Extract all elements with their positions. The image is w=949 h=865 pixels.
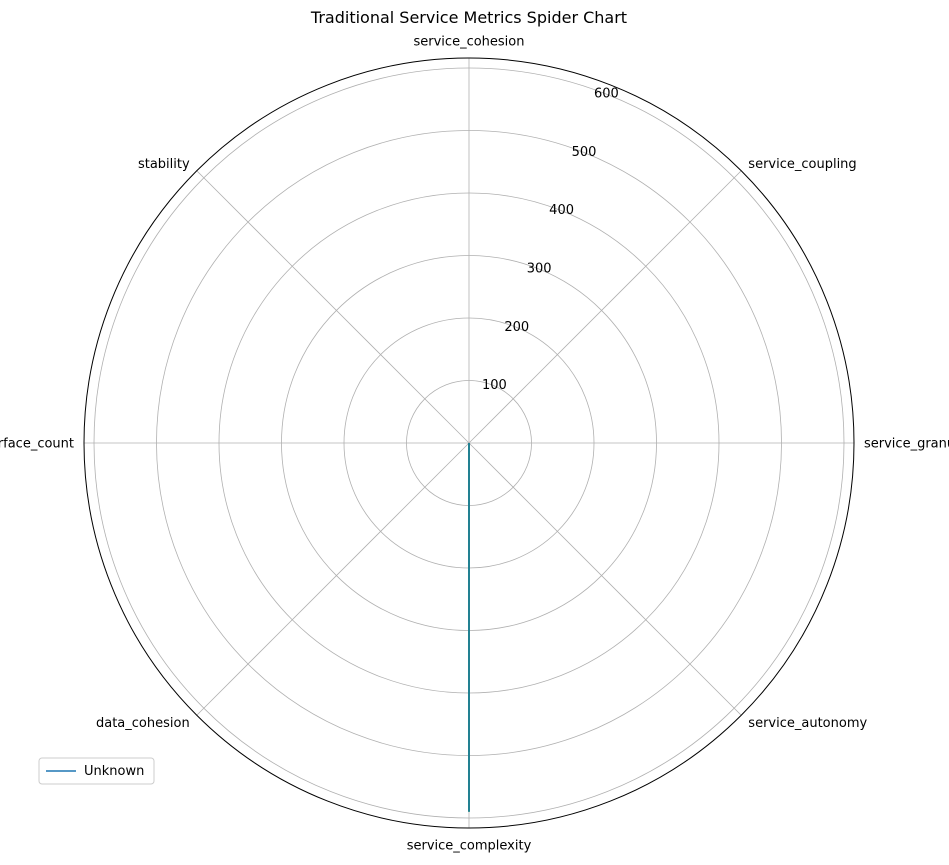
spoke-data_cohesion xyxy=(197,443,469,715)
axis-labels: service_cohesion service_coupling service_… xyxy=(0,34,949,853)
spoke-service_autonomy xyxy=(469,443,741,715)
axis-label-service_granularity: service_granularity xyxy=(864,437,949,452)
axis-label-service_complexity: service_complexity xyxy=(407,839,532,854)
r-tick-label: 600 xyxy=(594,86,619,101)
r-tick-label: 400 xyxy=(549,203,574,218)
axis-label-interface_count: interface_count xyxy=(0,437,74,452)
spoke-stability xyxy=(197,171,469,443)
axis-label-service_cohesion: service_cohesion xyxy=(414,34,525,49)
spoke-service_coupling xyxy=(469,171,741,443)
r-tick-label: 100 xyxy=(482,378,507,393)
chart-title: Traditional Service Metrics Spider Chart xyxy=(310,8,627,27)
legend-label-unknown: Unknown xyxy=(84,764,144,779)
r-tick-label: 500 xyxy=(572,145,597,160)
legend: Unknown xyxy=(39,758,154,784)
axis-label-stability: stability xyxy=(138,157,190,172)
axis-label-data_cohesion: data_cohesion xyxy=(96,716,190,731)
r-tick-label: 200 xyxy=(504,320,529,335)
axis-label-service_autonomy: service_autonomy xyxy=(748,716,867,731)
r-tick-label: 300 xyxy=(527,261,552,276)
axis-label-service_coupling: service_coupling xyxy=(748,157,856,172)
